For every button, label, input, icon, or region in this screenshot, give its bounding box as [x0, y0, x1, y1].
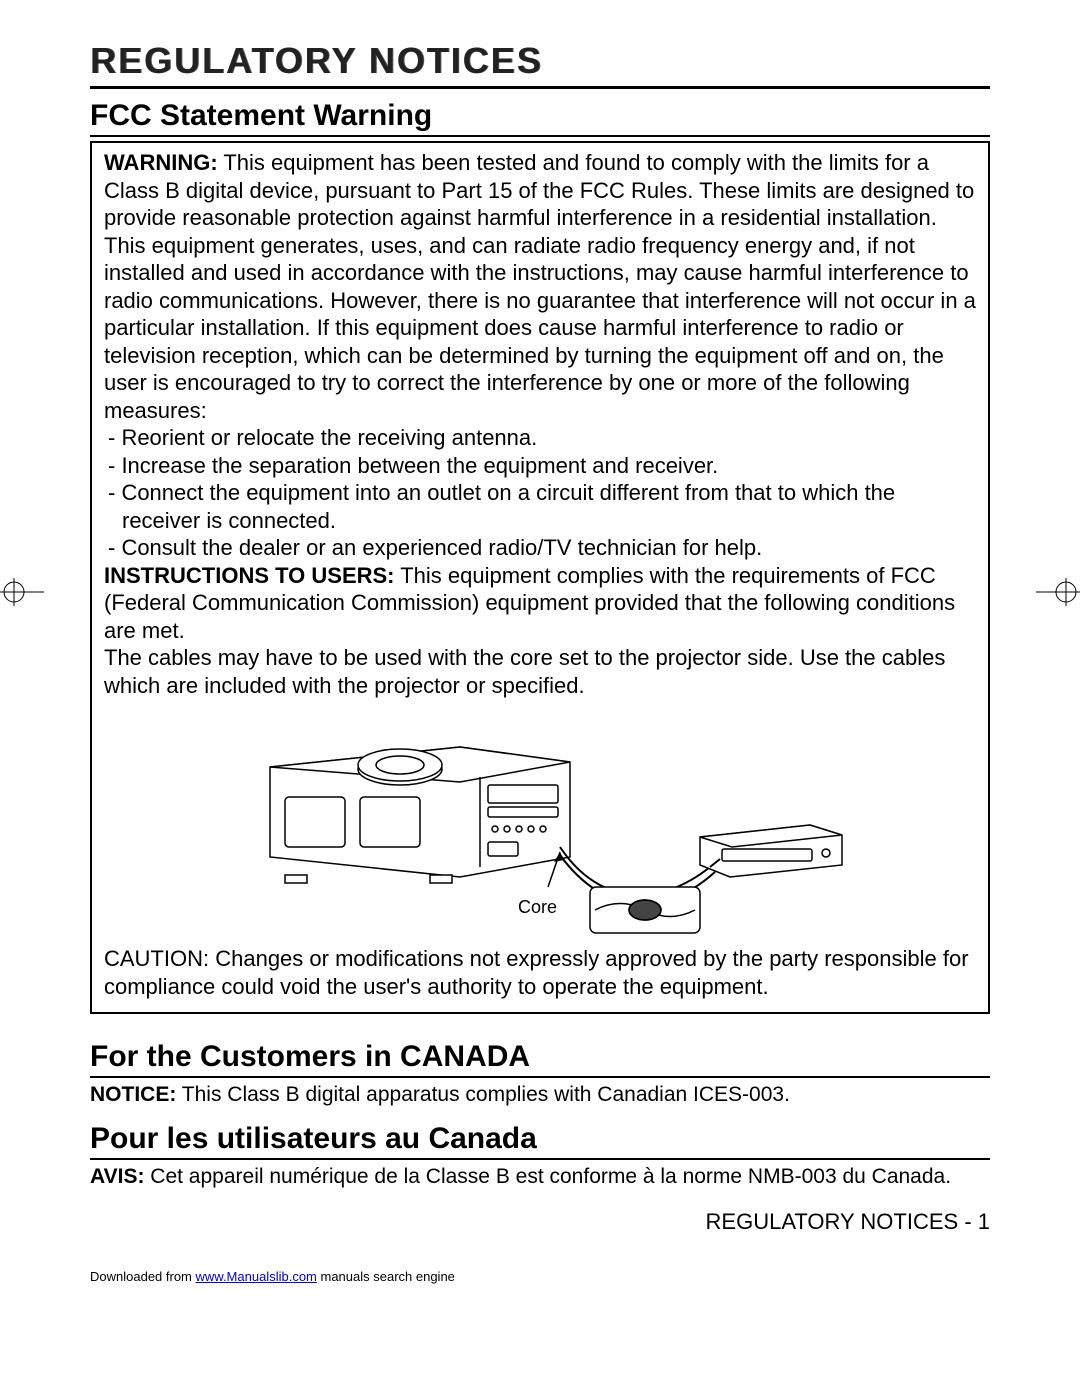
warning-label: WARNING:	[104, 150, 218, 175]
manual-page: REGULATORY NOTICES FCC Statement Warning…	[0, 0, 1080, 1304]
canada-en-heading: For the Customers in CANADA	[90, 1040, 990, 1074]
download-source-note: Downloaded from www.Manualslib.com manua…	[90, 1269, 990, 1284]
download-suffix: manuals search engine	[317, 1269, 455, 1284]
canada-en-paragraph: NOTICE: This Class B digital apparatus c…	[90, 1082, 990, 1108]
avis-label: AVIS:	[90, 1165, 144, 1188]
crop-mark-right	[1036, 570, 1080, 614]
download-prefix: Downloaded from	[90, 1269, 196, 1284]
canada-fr-heading: Pour les utilisateurs au Canada	[90, 1122, 990, 1156]
crop-mark-left	[0, 570, 44, 614]
instructions-label: INSTRUCTIONS TO USERS:	[104, 563, 395, 588]
bullet-item: - Increase the separation between the eq…	[104, 452, 976, 480]
canada-en-rule	[90, 1076, 990, 1078]
page-title: REGULATORY NOTICES	[90, 40, 990, 82]
fcc-warning-paragraph: WARNING: This equipment has been tested …	[104, 149, 976, 424]
fcc-heading: FCC Statement Warning	[90, 99, 990, 133]
instructions-paragraph: INSTRUCTIONS TO USERS: This equipment co…	[104, 562, 976, 645]
canada-fr-rule	[90, 1158, 990, 1160]
fcc-box: WARNING: This equipment has been tested …	[90, 141, 990, 1014]
bullet-item: - Connect the equipment into an outlet o…	[104, 479, 976, 534]
notice-label: NOTICE:	[90, 1083, 176, 1106]
notice-text: This Class B digital apparatus complies …	[176, 1083, 790, 1106]
bullet-item: - Consult the dealer or an experienced r…	[104, 534, 976, 562]
avis-text: Cet appareil numérique de la Classe B es…	[144, 1165, 951, 1188]
projector-cable-illustration: Core	[230, 707, 850, 937]
title-rule	[90, 86, 990, 89]
fcc-rule	[90, 135, 990, 137]
fcc-bullets: - Reorient or relocate the receiving ant…	[104, 424, 976, 562]
bullet-item: - Reorient or relocate the receiving ant…	[104, 424, 976, 452]
canada-fr-paragraph: AVIS: Cet appareil numérique de la Class…	[90, 1164, 990, 1190]
manualslib-link[interactable]: www.Manualslib.com	[196, 1269, 317, 1284]
page-footer: REGULATORY NOTICES - 1	[90, 1209, 990, 1235]
caution-paragraph: CAUTION: Changes or modifications not ex…	[104, 945, 976, 1000]
core-label: Core	[518, 897, 557, 917]
cables-paragraph: The cables may have to be used with the …	[104, 644, 976, 699]
warning-text: This equipment has been tested and found…	[104, 150, 976, 423]
